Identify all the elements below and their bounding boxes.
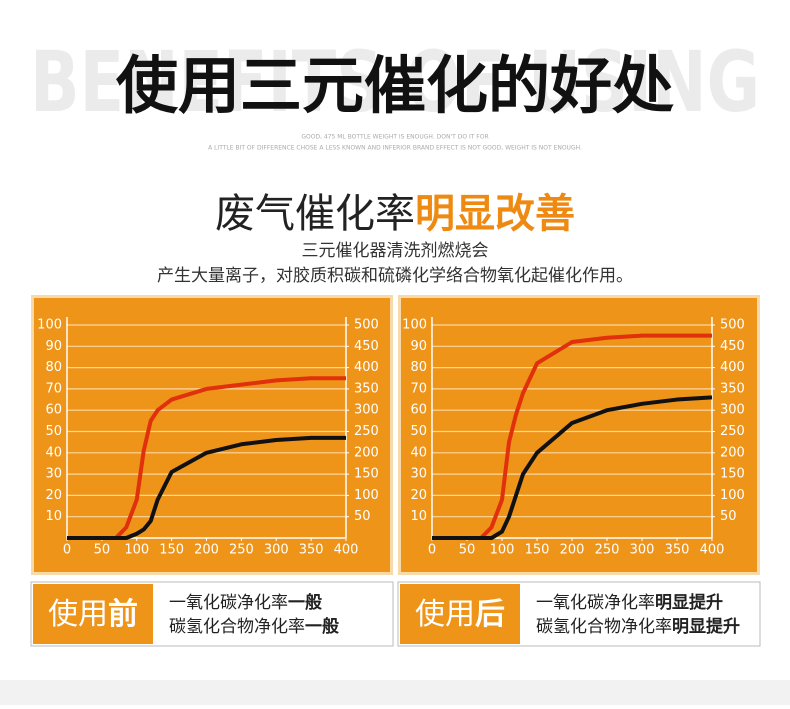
box-label-emphasis: 前 bbox=[108, 597, 138, 632]
y2-tick-label: 250 bbox=[354, 424, 379, 439]
y-tick-label: 30 bbox=[45, 467, 62, 482]
y2-tick-label: 450 bbox=[354, 339, 379, 354]
small-line: GOOD, 475 ML BOTTLE WEIGHT IS ENOUGH. DO… bbox=[301, 134, 488, 141]
y-tick-label: 60 bbox=[45, 403, 62, 418]
y-tick-label: 100 bbox=[402, 318, 427, 333]
y-tick-label: 70 bbox=[410, 381, 427, 396]
x-tick-label: 350 bbox=[665, 543, 690, 558]
x-tick-label: 200 bbox=[560, 543, 585, 558]
row-emphasis: 明显提升 bbox=[672, 617, 740, 637]
y2-tick-label: 200 bbox=[720, 445, 745, 460]
y-tick-label: 10 bbox=[410, 509, 427, 524]
line-series bbox=[432, 395, 713, 540]
row-text: 一氧化碳净化率 bbox=[169, 593, 288, 613]
y-tick-label: 100 bbox=[37, 318, 62, 333]
box-row: 碳氢化合物净化率明显提升 bbox=[536, 617, 740, 637]
x-tick-label: 200 bbox=[194, 543, 219, 558]
y-tick-label: 50 bbox=[45, 424, 62, 439]
box-row: 一氧化碳净化率一般 bbox=[169, 592, 322, 613]
y2-tick-label: 50 bbox=[720, 509, 737, 524]
subtitle-highlight: 明显改善 bbox=[415, 191, 575, 237]
y2-tick-label: 200 bbox=[354, 445, 379, 460]
y2-tick-label: 100 bbox=[720, 488, 745, 503]
line-series bbox=[67, 376, 346, 540]
y-tick-label: 50 bbox=[410, 424, 427, 439]
y-tick-label: 80 bbox=[410, 360, 427, 375]
x-tick-label: 400 bbox=[334, 543, 359, 558]
background-text: BENEFITS OF USING bbox=[30, 33, 760, 131]
y-tick-label: 20 bbox=[410, 488, 427, 503]
description: 三元催化器清洗剂燃烧会 bbox=[302, 241, 489, 261]
row-text: 碳氢化合物净化率 bbox=[536, 617, 672, 637]
y-tick-label: 40 bbox=[410, 445, 427, 460]
x-tick-label: 150 bbox=[159, 543, 184, 558]
y-tick-label: 70 bbox=[45, 381, 62, 396]
row-text: 碳氢化合物净化率 bbox=[169, 617, 305, 637]
y-tick-label: 90 bbox=[410, 339, 427, 354]
y-tick-label: 80 bbox=[45, 360, 62, 375]
y2-tick-label: 350 bbox=[354, 381, 379, 396]
x-tick-label: 350 bbox=[299, 543, 324, 558]
line-series bbox=[67, 435, 346, 540]
box-label: 使用后 bbox=[415, 597, 505, 632]
x-tick-label: 150 bbox=[525, 543, 550, 558]
y-tick-label: 60 bbox=[410, 403, 427, 418]
y2-tick-label: 50 bbox=[354, 509, 371, 524]
x-tick-label: 250 bbox=[229, 543, 254, 558]
box-label-text: 使用 bbox=[48, 597, 108, 632]
x-tick-label: 250 bbox=[595, 543, 620, 558]
y2-tick-label: 300 bbox=[354, 403, 379, 418]
box-label-text: 使用 bbox=[415, 597, 475, 632]
row-emphasis: 一般 bbox=[305, 616, 339, 637]
line-series bbox=[432, 333, 712, 540]
description: 产生大量离子，对胶质积碳和硫磷化学络合物氧化起催化作用。 bbox=[157, 266, 633, 286]
y2-tick-label: 150 bbox=[354, 467, 379, 482]
x-tick-label: 100 bbox=[490, 543, 515, 558]
y2-tick-label: 450 bbox=[720, 339, 745, 354]
y-tick-label: 30 bbox=[410, 467, 427, 482]
row-emphasis: 一般 bbox=[288, 592, 322, 613]
subtitle-text: 废气催化率 bbox=[215, 191, 415, 237]
y2-tick-label: 500 bbox=[720, 318, 745, 333]
y2-tick-label: 300 bbox=[720, 403, 745, 418]
panel bbox=[34, 298, 390, 572]
small-line: A LITTLE BIT OF DIFFERENCE CHOSE A LESS … bbox=[208, 145, 582, 152]
box-label-bg bbox=[400, 584, 520, 644]
x-tick-label: 0 bbox=[63, 543, 71, 558]
y2-tick-label: 250 bbox=[720, 424, 745, 439]
y-tick-label: 10 bbox=[45, 509, 62, 524]
title: 使用三元催化的好处 bbox=[116, 49, 674, 122]
charts: 1020304050607080901005010015020025030035… bbox=[31, 295, 760, 575]
row-emphasis: 明显提升 bbox=[655, 593, 723, 613]
y-tick-label: 20 bbox=[45, 488, 62, 503]
box-row: 一氧化碳净化率明显提升 bbox=[536, 593, 723, 613]
y-tick-label: 90 bbox=[45, 339, 62, 354]
box-row: 碳氢化合物净化率一般 bbox=[169, 616, 339, 637]
x-tick-label: 100 bbox=[124, 543, 149, 558]
chart: 10 20 30 40 50 60 70 80 90 100 50 100 150 200 250 300 35… bbox=[398, 295, 760, 575]
subtitle: 废气催化率明显改善 bbox=[215, 191, 575, 237]
box-label: 使用前 bbox=[48, 597, 138, 632]
footer-band bbox=[0, 680, 790, 705]
row-text: 一氧化碳净化率 bbox=[536, 593, 655, 613]
y2-tick-label: 400 bbox=[354, 360, 379, 375]
x-tick-label: 50 bbox=[94, 543, 111, 558]
x-tick-label: 400 bbox=[700, 543, 725, 558]
y-tick-label: 40 bbox=[45, 445, 62, 460]
box-label-emphasis: 后 bbox=[475, 597, 505, 632]
y2-tick-label: 400 bbox=[720, 360, 745, 375]
x-tick-label: 300 bbox=[630, 543, 655, 558]
box-label-bg bbox=[33, 584, 153, 644]
y2-tick-label: 100 bbox=[354, 488, 379, 503]
y2-tick-label: 150 bbox=[720, 467, 745, 482]
chart: 10 20 30 40 50 60 70 80 90 100 50 100 150 200 250 300 35… bbox=[31, 295, 393, 575]
x-tick-label: 0 bbox=[428, 543, 436, 558]
x-tick-label: 50 bbox=[459, 543, 476, 558]
panel bbox=[401, 298, 757, 572]
x-tick-label: 300 bbox=[264, 543, 289, 558]
y2-tick-label: 350 bbox=[720, 381, 745, 396]
y2-tick-label: 500 bbox=[354, 318, 379, 333]
